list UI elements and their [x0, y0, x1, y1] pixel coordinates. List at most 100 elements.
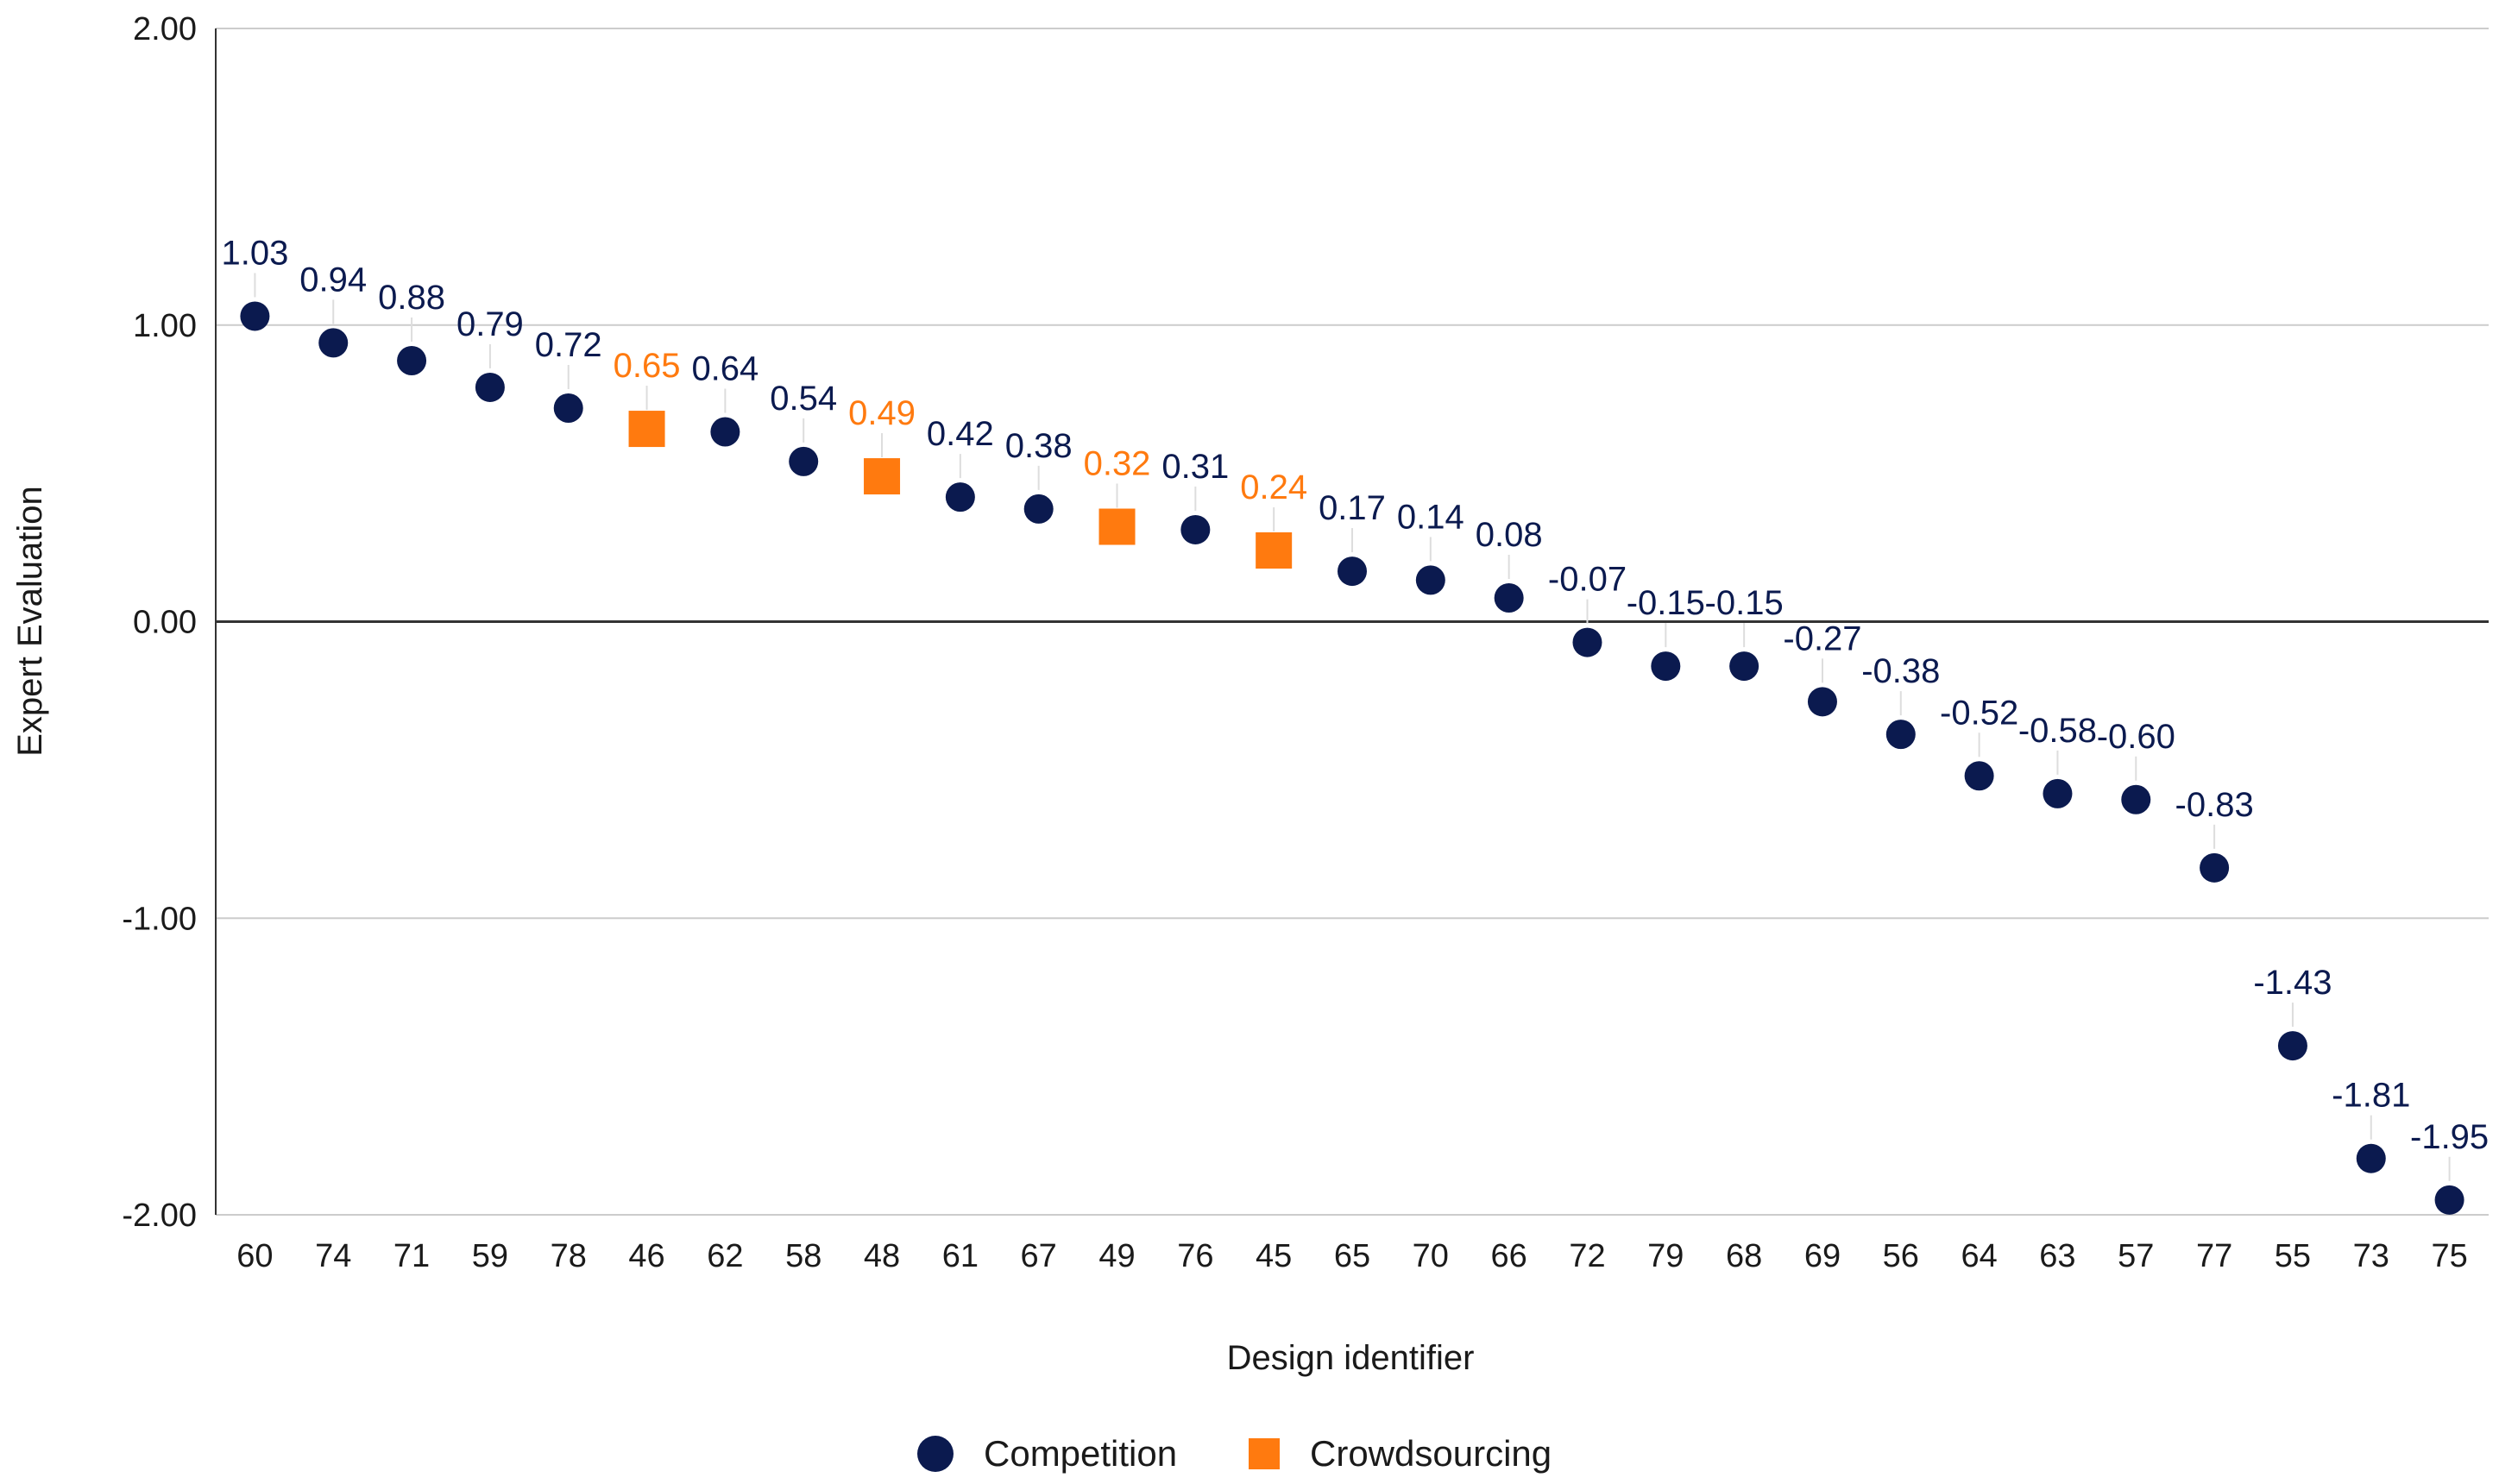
x-tick-label: 61 [942, 1238, 979, 1274]
data-label: 0.65 [614, 347, 681, 385]
competition-point [397, 346, 427, 375]
competition-point [1572, 627, 1602, 657]
data-label: -0.27 [1783, 619, 1861, 657]
x-tick-label: 55 [2275, 1238, 2311, 1274]
data-points [240, 301, 2464, 1215]
data-label: 0.32 [1084, 445, 1151, 483]
data-label: -1.95 [2410, 1118, 2489, 1156]
data-label: -1.81 [2332, 1077, 2410, 1115]
data-label: 0.88 [378, 279, 445, 317]
x-tick-label: 49 [1098, 1238, 1135, 1274]
y-tick-label: -1.00 [122, 901, 197, 937]
legend-competition-label: Competition [984, 1433, 1177, 1474]
data-label: 0.49 [848, 394, 916, 432]
x-tick-label: 71 [393, 1238, 430, 1274]
data-label: -0.52 [1940, 694, 2018, 732]
x-tick-label: 57 [2118, 1238, 2154, 1274]
x-tick-label: 62 [707, 1238, 743, 1274]
data-label: -0.38 [1861, 652, 1940, 690]
x-tick-label: 60 [236, 1238, 273, 1274]
x-tick-label: 73 [2353, 1238, 2389, 1274]
competition-point [475, 372, 505, 402]
y-tick-label: 2.00 [133, 11, 197, 47]
competition-point [1885, 720, 1916, 750]
x-tick-label: 78 [551, 1238, 587, 1274]
crowdsourcing-point [864, 458, 901, 495]
legend-crowdsourcing-marker [1249, 1438, 1280, 1469]
data-label: 0.72 [535, 326, 602, 364]
x-tick-label: 70 [1413, 1238, 1449, 1274]
competition-point [945, 482, 975, 512]
competition-point [1180, 514, 1211, 544]
leader-lines [254, 273, 2451, 1181]
x-tick-label: 48 [864, 1238, 900, 1274]
data-label: 0.17 [1319, 489, 1386, 527]
crowdsourcing-point [1256, 532, 1293, 569]
x-tick-label: 76 [1177, 1238, 1213, 1274]
competition-point [2356, 1143, 2386, 1173]
competition-point [2277, 1031, 2307, 1061]
x-tick-label: 63 [2039, 1238, 2075, 1274]
competition-point [240, 301, 270, 331]
x-tick-label: 74 [315, 1238, 351, 1274]
competition-point [1338, 556, 1367, 587]
competition-point [1964, 761, 1994, 791]
crowdsourcing-point [628, 411, 665, 448]
x-tick-label: 69 [1804, 1238, 1841, 1274]
competition-point [553, 393, 583, 423]
data-label: 0.31 [1161, 448, 1229, 486]
data-label: 0.64 [691, 350, 759, 388]
y-tick-label: -2.00 [122, 1198, 197, 1234]
data-labels: 1.03 0.94 0.88 0.79 0.72 0.65 0.64 0.54 0.49 0.42… [221, 234, 2489, 1155]
x-tick-label: 77 [2196, 1238, 2232, 1274]
competition-point [1651, 651, 1681, 682]
data-label: -0.15 [1627, 584, 1705, 622]
x-tick-label: 66 [1491, 1238, 1527, 1274]
competition-point [2200, 852, 2230, 883]
x-tick-label: 68 [1726, 1238, 1762, 1274]
data-label: 0.08 [1476, 516, 1543, 554]
y-axis-title: Expert Evaluation [11, 486, 49, 757]
x-tick-label: 72 [1569, 1238, 1605, 1274]
competition-point [1807, 687, 1837, 717]
data-label: -0.15 [1705, 584, 1784, 622]
x-tick-label: 56 [1883, 1238, 1919, 1274]
data-label: -0.07 [1548, 561, 1627, 599]
data-label: 0.14 [1397, 498, 1464, 536]
data-label: 0.24 [1240, 468, 1307, 506]
y-tick-label: 0.00 [133, 605, 197, 641]
y-tick-label: 1.00 [133, 308, 197, 344]
x-tick-label: 45 [1256, 1238, 1292, 1274]
x-tick-label: 58 [785, 1238, 821, 1274]
x-tick-label: 75 [2431, 1238, 2467, 1274]
data-label: -1.43 [2253, 964, 2332, 1002]
competition-point [789, 446, 819, 476]
crowdsourcing-point [1098, 508, 1136, 545]
competition-point [2434, 1185, 2464, 1215]
data-label: -0.58 [2018, 712, 2097, 750]
y-tick-labels: 2.00 1.00 0.00 -1.00 -2.00 [122, 11, 197, 1234]
competition-point [1494, 583, 1524, 613]
x-axis-title: Design identifier [1227, 1339, 1475, 1377]
data-label: -0.60 [2097, 718, 2175, 756]
x-tick-label: 46 [628, 1238, 664, 1274]
competition-point [2121, 784, 2151, 814]
x-tick-label: 67 [1021, 1238, 1057, 1274]
competition-point [2043, 778, 2073, 808]
data-label: 0.94 [299, 261, 367, 299]
legend: Competition Crowdsourcing [917, 1433, 1552, 1474]
data-label: 0.42 [927, 415, 994, 453]
competition-point [318, 328, 349, 358]
x-tick-labels: 60 74 71 59 78 46 62 58 48 61 67 49 76 45 65 70 66 72 79 68… [236, 1238, 2467, 1274]
x-tick-label: 64 [1961, 1238, 1997, 1274]
data-label: 0.54 [770, 380, 837, 418]
competition-point [1415, 565, 1445, 595]
data-label: -0.83 [2175, 786, 2254, 824]
x-tick-label: 65 [1334, 1238, 1370, 1274]
data-label: 0.38 [1005, 427, 1073, 465]
grid-layer [216, 28, 2489, 1216]
data-label: 1.03 [221, 234, 288, 272]
data-label: 0.79 [456, 305, 524, 343]
competition-point [1729, 651, 1759, 682]
